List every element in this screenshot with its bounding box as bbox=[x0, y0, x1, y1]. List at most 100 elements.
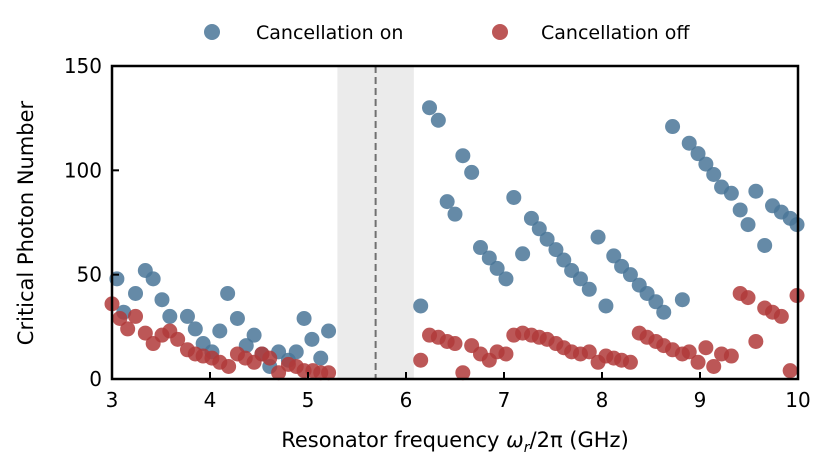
point-cancellation-on bbox=[321, 323, 337, 339]
point-cancellation-on bbox=[748, 183, 764, 199]
x-tick-label: 8 bbox=[596, 388, 609, 412]
point-cancellation-on bbox=[145, 271, 161, 287]
point-cancellation-on bbox=[690, 146, 706, 162]
point-cancellation-on bbox=[439, 194, 455, 210]
legend-label-on: Cancellation on bbox=[256, 22, 403, 44]
x-tick-label: 3 bbox=[106, 388, 119, 412]
x-label-text: Resonator frequency bbox=[281, 428, 506, 452]
legend-marker-on bbox=[204, 24, 220, 40]
point-cancellation-on bbox=[489, 260, 505, 276]
point-cancellation-on bbox=[506, 189, 522, 205]
point-cancellation-on bbox=[422, 100, 438, 116]
point-cancellation-on bbox=[648, 294, 664, 310]
point-cancellation-on bbox=[304, 331, 320, 347]
y-tick-label: 150 bbox=[64, 54, 102, 78]
point-cancellation-off bbox=[740, 290, 756, 306]
point-cancellation-on bbox=[288, 344, 304, 360]
point-cancellation-off bbox=[681, 344, 697, 360]
point-cancellation-off bbox=[447, 336, 463, 352]
x-label-omega: ω bbox=[506, 428, 524, 452]
legend: Cancellation on Cancellation off bbox=[204, 22, 690, 44]
point-cancellation-off bbox=[413, 352, 429, 368]
x-tick-label: 4 bbox=[204, 388, 217, 412]
legend-marker-off bbox=[492, 24, 508, 40]
plot-frame bbox=[110, 64, 800, 381]
point-cancellation-off bbox=[170, 331, 186, 347]
y-tick-label: 0 bbox=[89, 367, 102, 391]
point-cancellation-on bbox=[706, 167, 722, 183]
point-cancellation-on bbox=[740, 217, 756, 233]
point-cancellation-off bbox=[622, 354, 638, 370]
point-cancellation-on bbox=[212, 323, 228, 339]
point-cancellation-on bbox=[464, 164, 480, 180]
point-cancellation-on bbox=[757, 237, 773, 253]
point-cancellation-on bbox=[698, 156, 714, 172]
point-cancellation-on bbox=[572, 271, 588, 287]
point-cancellation-on bbox=[531, 221, 547, 237]
point-cancellation-on bbox=[598, 298, 614, 314]
y-axis-ticks: 0 50 100 150 bbox=[64, 54, 119, 391]
point-cancellation-on bbox=[220, 285, 236, 301]
point-cancellation-off bbox=[455, 365, 471, 381]
point-cancellation-on bbox=[128, 285, 144, 301]
point-cancellation-off bbox=[748, 333, 764, 349]
point-cancellation-on bbox=[481, 250, 497, 266]
point-cancellation-off bbox=[773, 308, 789, 324]
point-cancellation-on bbox=[447, 206, 463, 222]
point-cancellation-on bbox=[162, 308, 178, 324]
y-axis-label: Critical Photon Number bbox=[14, 100, 38, 345]
point-cancellation-on bbox=[523, 210, 539, 226]
point-cancellation-off bbox=[271, 365, 287, 381]
point-cancellation-on bbox=[681, 135, 697, 151]
point-cancellation-off bbox=[698, 340, 714, 356]
point-cancellation-off bbox=[782, 363, 798, 379]
point-cancellation-on bbox=[723, 185, 739, 201]
point-cancellation-on bbox=[590, 229, 606, 245]
point-cancellation-off bbox=[498, 346, 514, 362]
point-cancellation-on bbox=[472, 240, 488, 256]
point-cancellation-on bbox=[179, 308, 195, 324]
x-axis-label: Resonator frequency ωr/2π (GHz) bbox=[281, 428, 629, 456]
point-cancellation-on bbox=[732, 202, 748, 218]
point-cancellation-off bbox=[128, 308, 144, 324]
legend-label-off: Cancellation off bbox=[541, 22, 690, 44]
x-tick-label: 6 bbox=[400, 388, 413, 412]
point-cancellation-off bbox=[706, 358, 722, 374]
point-cancellation-on bbox=[187, 321, 203, 337]
y-tick-label: 100 bbox=[64, 158, 102, 182]
point-cancellation-on bbox=[665, 119, 681, 135]
point-cancellation-on bbox=[430, 112, 446, 128]
point-cancellation-on bbox=[556, 252, 572, 268]
x-label-unit: /2π (GHz) bbox=[530, 428, 629, 452]
x-tick-label: 9 bbox=[694, 388, 707, 412]
point-cancellation-off bbox=[137, 325, 153, 341]
x-axis-ticks: 3 4 5 6 7 8 9 10 bbox=[106, 372, 811, 412]
point-cancellation-on bbox=[246, 327, 262, 343]
point-cancellation-on bbox=[539, 231, 555, 247]
point-cancellation-on bbox=[656, 304, 672, 320]
point-cancellation-off bbox=[120, 321, 136, 337]
data-points bbox=[104, 100, 805, 381]
x-tick-label: 5 bbox=[302, 388, 315, 412]
point-cancellation-on bbox=[498, 271, 514, 287]
point-cancellation-off bbox=[581, 344, 597, 360]
x-label-subscript: r bbox=[524, 440, 531, 456]
point-cancellation-off bbox=[690, 354, 706, 370]
point-cancellation-on bbox=[229, 310, 245, 326]
x-tick-label: 10 bbox=[785, 388, 810, 412]
point-cancellation-off bbox=[112, 310, 128, 326]
point-cancellation-on bbox=[515, 246, 531, 262]
point-cancellation-off bbox=[262, 350, 278, 366]
y-tick-label: 50 bbox=[77, 263, 102, 287]
point-cancellation-on bbox=[313, 350, 329, 366]
point-cancellation-on bbox=[581, 281, 597, 297]
point-cancellation-on bbox=[413, 298, 429, 314]
point-cancellation-on bbox=[296, 310, 312, 326]
x-tick-label: 7 bbox=[498, 388, 511, 412]
point-cancellation-on bbox=[455, 148, 471, 164]
point-cancellation-off bbox=[321, 365, 337, 381]
point-cancellation-on bbox=[674, 292, 690, 308]
point-cancellation-on bbox=[606, 248, 622, 264]
point-cancellation-on bbox=[154, 292, 170, 308]
